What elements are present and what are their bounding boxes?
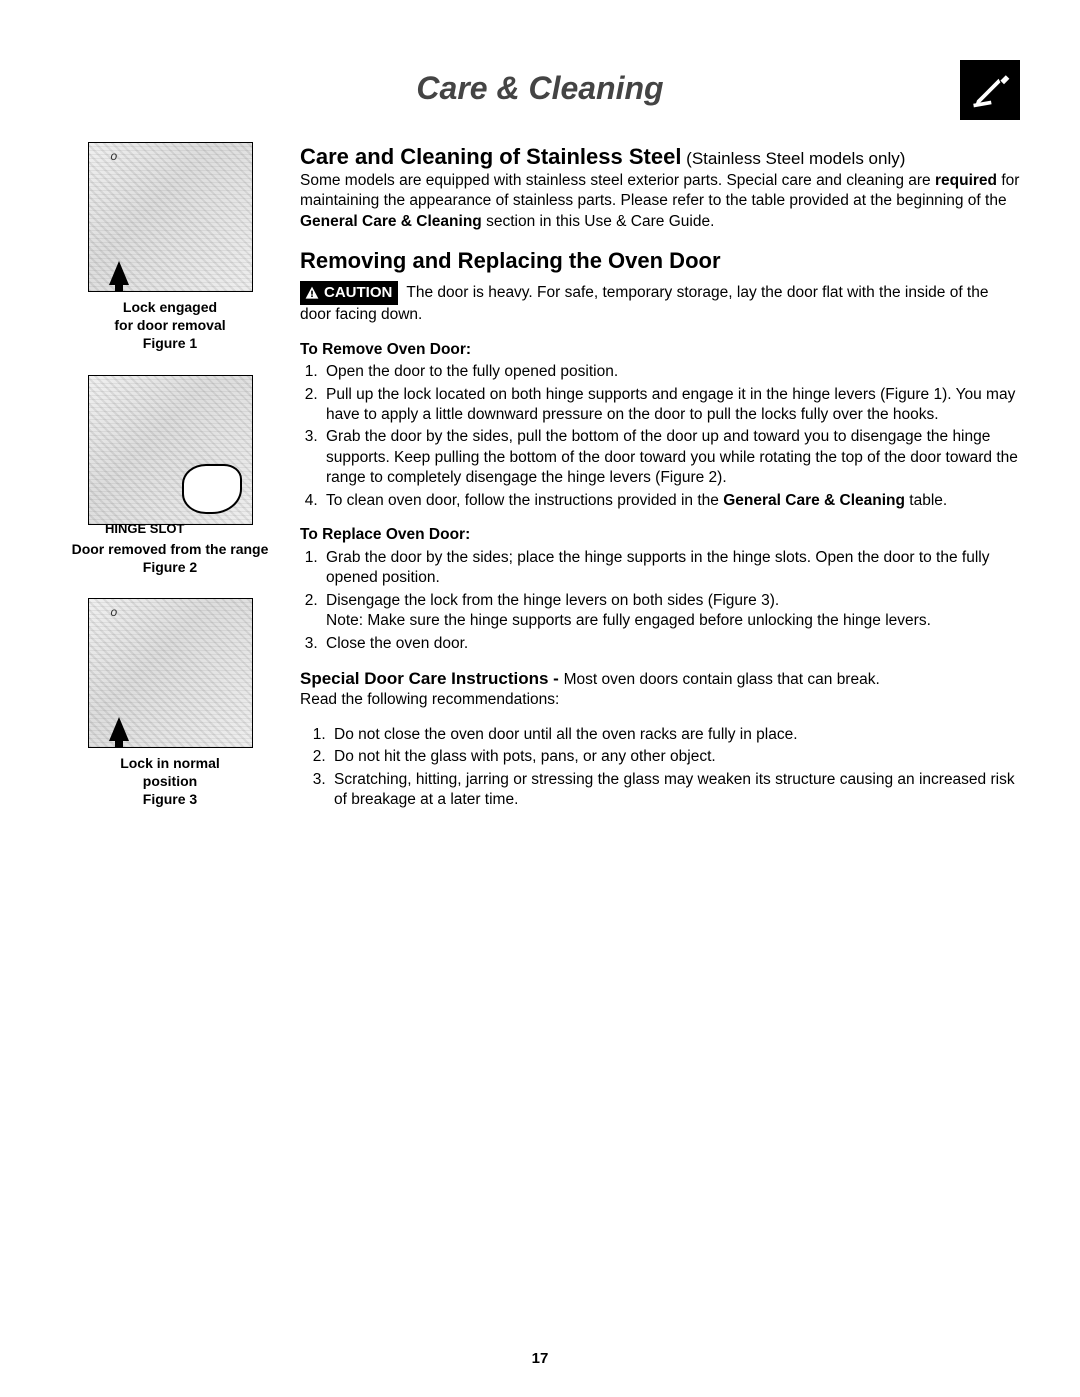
replace-step: Disengage the lock from the hinge levers… [322,591,1020,632]
replace-step: Grab the door by the sides; place the hi… [322,548,1020,589]
special-items: Do not close the oven door until all the… [300,725,1020,811]
figures-sidebar: o Lock engaged for door removal Figure 1… [60,142,280,831]
remove-door-heading: To Remove Oven Door: [300,340,1020,360]
caution-badge: CAUTION [300,281,398,305]
special-intro: Most oven doors contain glass that can b… [564,671,880,688]
figure-3-label: Figure 3 [60,790,280,808]
figure-1: o Lock engaged for door removal Figure 1 [60,142,280,353]
special-read: Read the following recommendations: [300,691,559,708]
stainless-heading-sub: (Stainless Steel models only) [681,149,905,168]
figure-1-label: Figure 1 [60,334,280,352]
caution-label: CAUTION [324,283,392,303]
remove-steps: Open the door to the fully opened positi… [300,362,1020,511]
step4-pre: To clean oven door, follow the instructi… [326,492,723,509]
stainless-bold2: General Care & Cleaning [300,213,482,230]
stainless-heading: Care and Cleaning of Stainless Steel [300,144,681,169]
remove-step: Open the door to the fully opened positi… [322,362,1020,382]
page-number: 17 [532,1350,549,1367]
stainless-bold1: required [935,172,997,189]
page-title: Care & Cleaning [416,70,663,107]
remove-step: Grab the door by the sides, pull the bot… [322,427,1020,488]
stainless-body-pre: Some models are equipped with stainless … [300,172,935,189]
special-item: Do not hit the glass with pots, pans, or… [330,747,1020,767]
figure-1-caption: Lock engaged for door removal [60,298,280,334]
step4-bold: General Care & Cleaning [723,492,905,509]
step4-post: table. [905,492,947,509]
special-heading: Special Door Care Instructions - [300,669,564,688]
figure-2-caption: Door removed from the range [60,540,280,558]
removing-heading: Removing and Replacing the Oven Door [300,246,1020,275]
remove-step: To clean oven door, follow the instructi… [322,491,1020,511]
cleaning-icon [960,60,1020,120]
replace-step: Close the oven door. [322,634,1020,654]
figure-2-label: Figure 2 [60,558,280,576]
remove-step: Pull up the lock located on both hinge s… [322,385,1020,426]
stainless-body-post: section in this Use & Care Guide. [482,213,715,230]
figure-2: HINGE SLOT Door removed from the range F… [60,375,280,576]
figure-3-caption: Lock in normal position [60,754,280,790]
replace-door-heading: To Replace Oven Door: [300,525,1020,545]
figure-3: o Lock in normal position Figure 3 [60,598,280,809]
caution-text: The door is heavy. For safe, temporary s… [300,284,988,323]
special-item: Do not close the oven door until all the… [330,725,1020,745]
special-item: Scratching, hitting, jarring or stressin… [330,770,1020,811]
main-content: Care and Cleaning of Stainless Steel (St… [300,142,1020,831]
replace-steps: Grab the door by the sides; place the hi… [300,548,1020,654]
